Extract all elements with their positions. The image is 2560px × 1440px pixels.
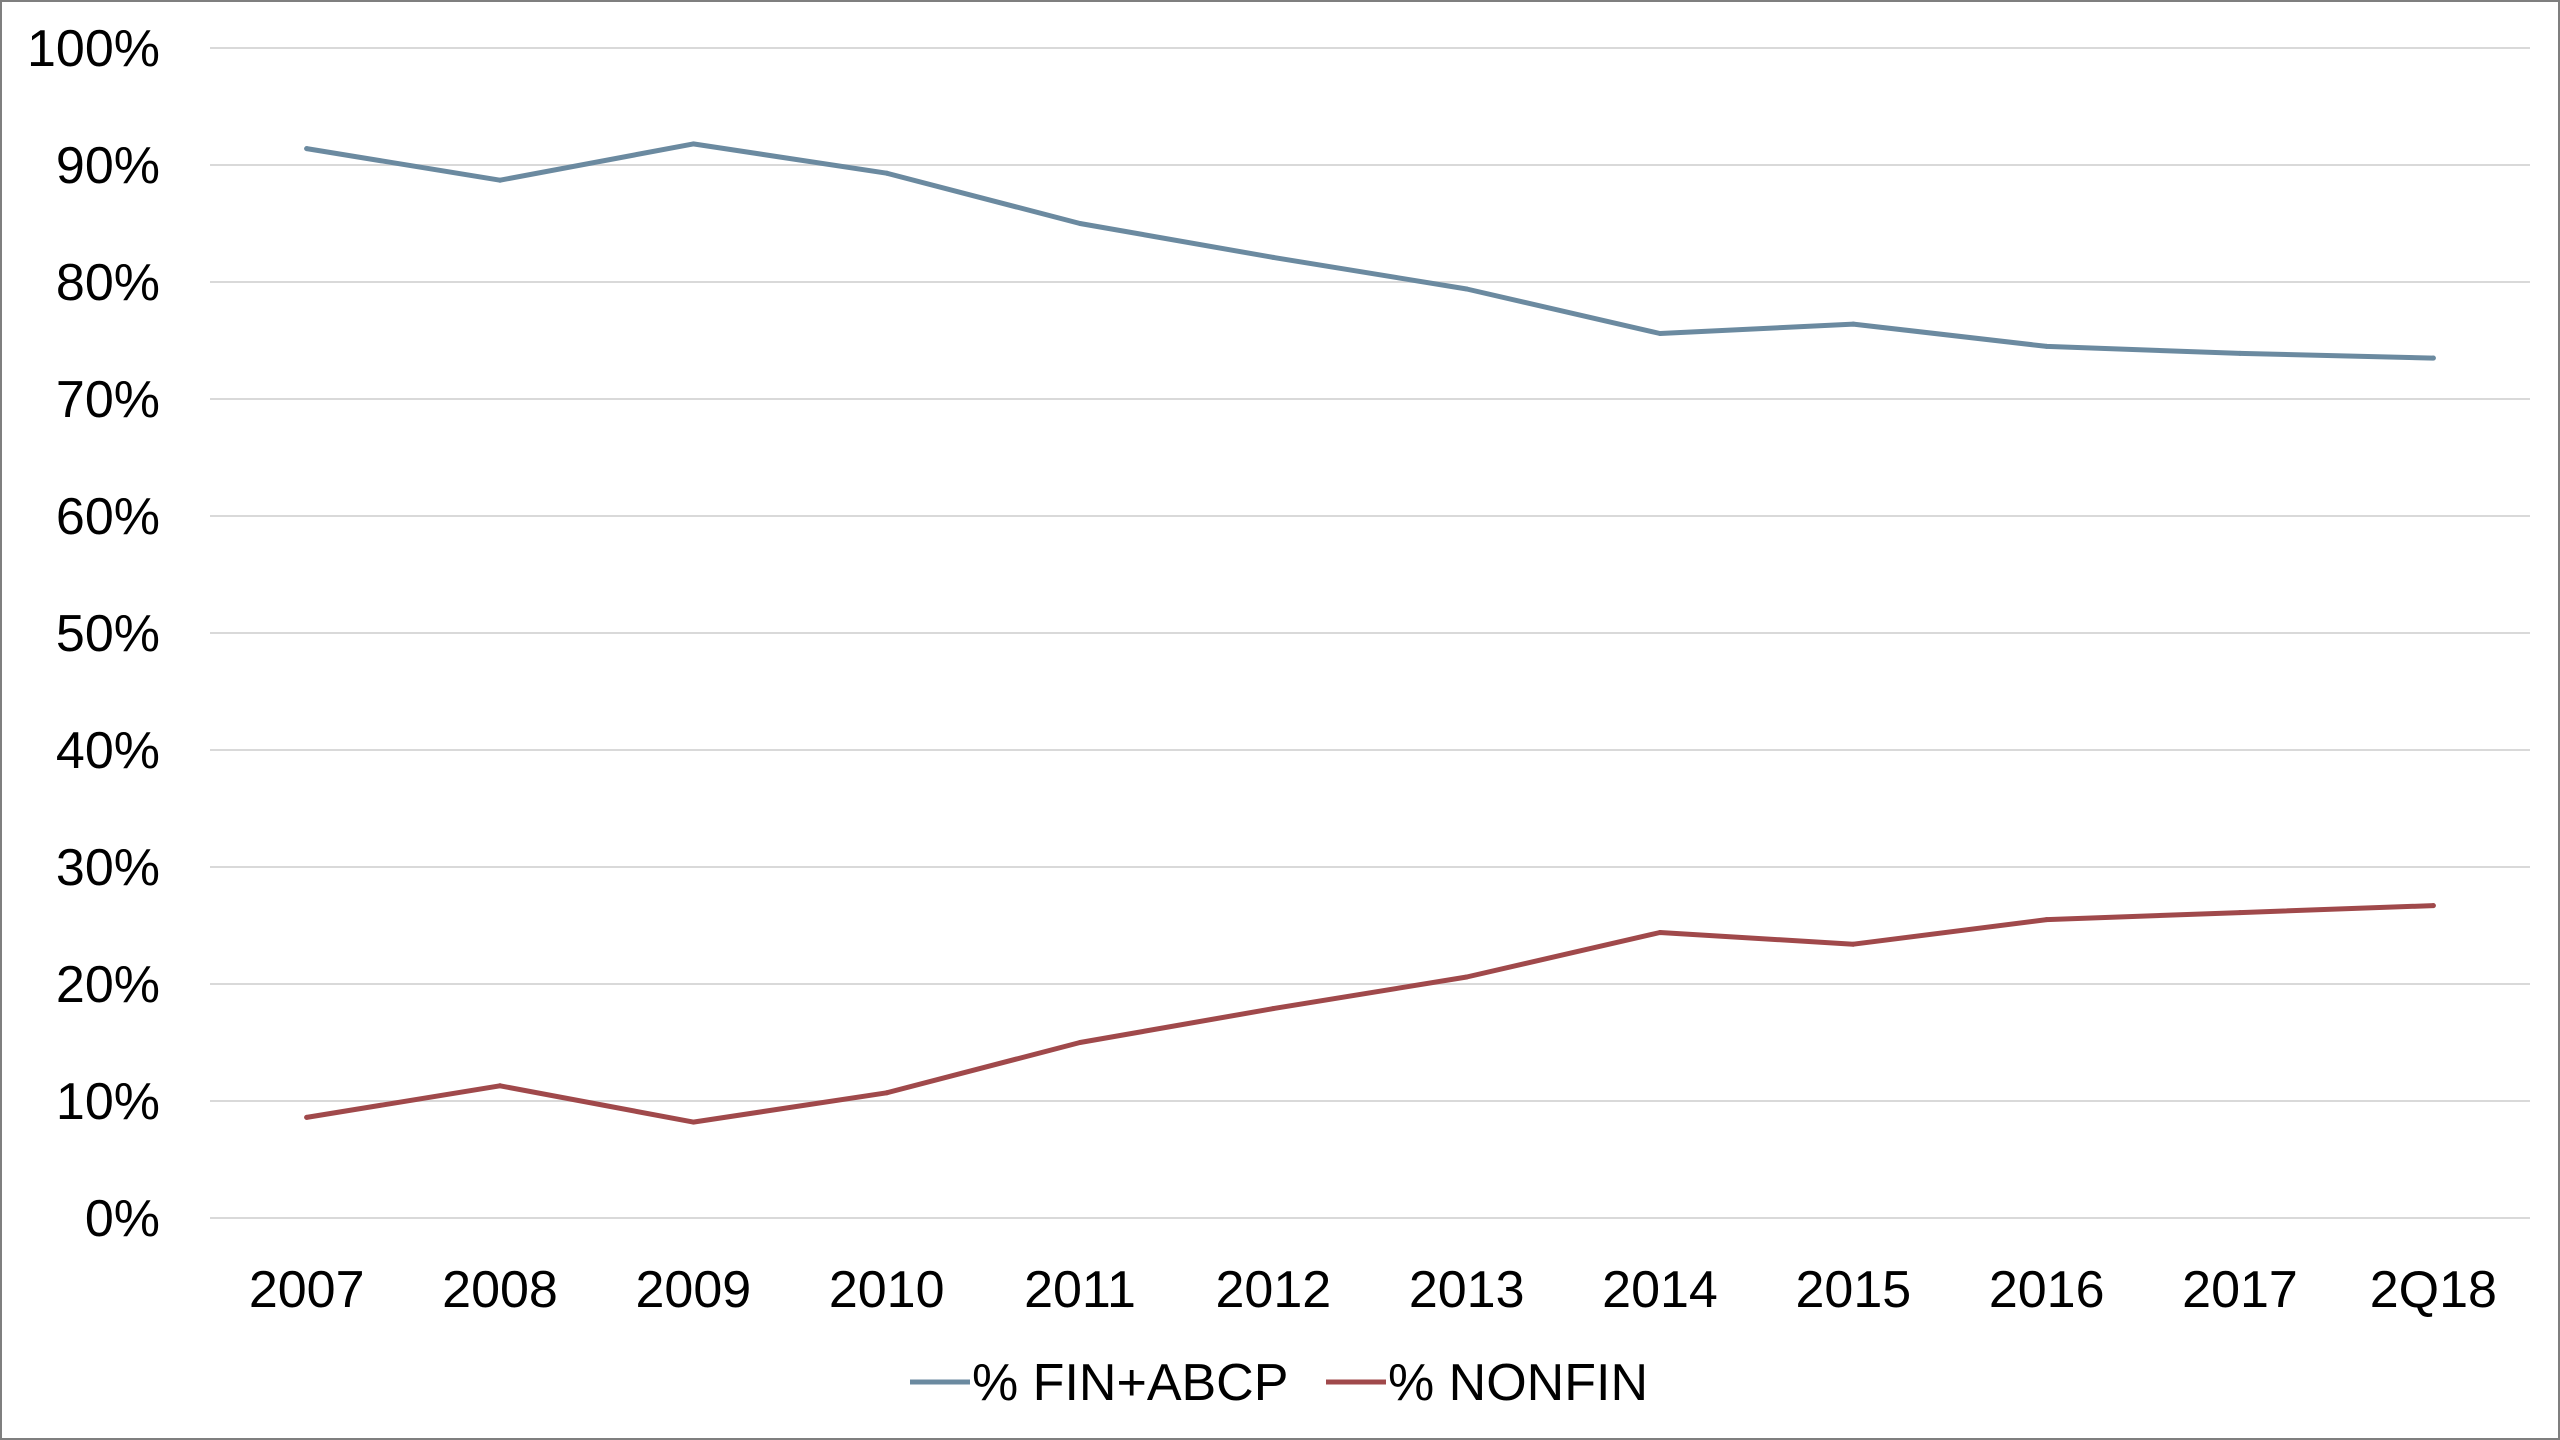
data-point bbox=[2044, 917, 2050, 923]
legend: % FIN+ABCP % NONFIN bbox=[910, 1354, 1648, 1412]
y-axis-tick-labels: 0% 10% 20% 30% 40% 50% 60% 70% 80% 90% 100% bbox=[27, 20, 160, 1248]
legend-label: % NONFIN bbox=[1388, 1354, 1648, 1412]
y-tick-label: 90% bbox=[56, 137, 160, 195]
legend-label: % FIN+ABCP bbox=[972, 1354, 1288, 1412]
data-point bbox=[690, 141, 696, 147]
data-point bbox=[1464, 974, 1470, 980]
data-point bbox=[497, 1083, 503, 1089]
y-tick-label: 60% bbox=[56, 488, 160, 546]
data-point bbox=[1464, 286, 1470, 292]
x-axis-tick-labels: 2007 2008 2009 2010 2011 2012 2013 2014 2015 2016… bbox=[249, 1261, 2497, 1319]
x-tick-label: 2014 bbox=[1602, 1261, 1718, 1319]
data-point bbox=[690, 1119, 696, 1125]
y-tick-label: 40% bbox=[56, 722, 160, 780]
data-point bbox=[1657, 930, 1663, 936]
data-point bbox=[2237, 350, 2243, 356]
series-fin-abcp bbox=[304, 141, 2436, 361]
data-point bbox=[1657, 330, 1663, 336]
y-tick-label: 30% bbox=[56, 839, 160, 897]
data-point bbox=[2430, 903, 2436, 909]
y-tick-label: 70% bbox=[56, 371, 160, 429]
x-tick-label: 2009 bbox=[635, 1261, 751, 1319]
x-tick-label: 2012 bbox=[1215, 1261, 1331, 1319]
y-tick-label: 20% bbox=[56, 956, 160, 1014]
gridlines bbox=[210, 47, 2530, 1219]
y-tick-label: 50% bbox=[56, 605, 160, 663]
y-tick-label: 10% bbox=[56, 1073, 160, 1131]
data-point bbox=[497, 177, 503, 183]
series-line bbox=[304, 903, 2436, 1125]
x-tick-label: 2015 bbox=[1795, 1261, 1911, 1319]
data-point bbox=[1850, 321, 1856, 327]
legend-item: % NONFIN bbox=[1326, 1354, 1648, 1412]
legend-item: % FIN+ABCP bbox=[910, 1354, 1288, 1412]
data-point bbox=[1077, 221, 1083, 226]
data-point bbox=[1077, 1040, 1083, 1045]
data-point bbox=[304, 1114, 310, 1120]
y-tick-label: 100% bbox=[27, 20, 160, 78]
x-tick-label: 2013 bbox=[1409, 1261, 1525, 1319]
data-point bbox=[884, 170, 890, 176]
x-tick-label: 2016 bbox=[1989, 1261, 2105, 1319]
x-tick-label: 2Q18 bbox=[2370, 1261, 2497, 1319]
data-point bbox=[2044, 343, 2050, 349]
data-point bbox=[1270, 254, 1276, 260]
series-line bbox=[304, 141, 2436, 361]
y-tick-label: 80% bbox=[56, 254, 160, 312]
data-point bbox=[1850, 941, 1856, 947]
x-tick-label: 2008 bbox=[442, 1261, 558, 1319]
x-tick-label: 2011 bbox=[1024, 1261, 1136, 1319]
x-tick-label: 2007 bbox=[249, 1261, 365, 1319]
series-nonfin bbox=[304, 903, 2436, 1125]
data-point bbox=[884, 1090, 890, 1096]
data-point bbox=[304, 146, 310, 152]
data-point bbox=[1270, 1006, 1276, 1012]
x-tick-label: 2017 bbox=[2182, 1261, 2298, 1319]
x-tick-label: 2010 bbox=[829, 1261, 945, 1319]
y-tick-label: 0% bbox=[85, 1190, 160, 1248]
data-point bbox=[2237, 910, 2243, 916]
series-lines bbox=[304, 141, 2436, 1125]
data-point bbox=[2430, 355, 2436, 361]
